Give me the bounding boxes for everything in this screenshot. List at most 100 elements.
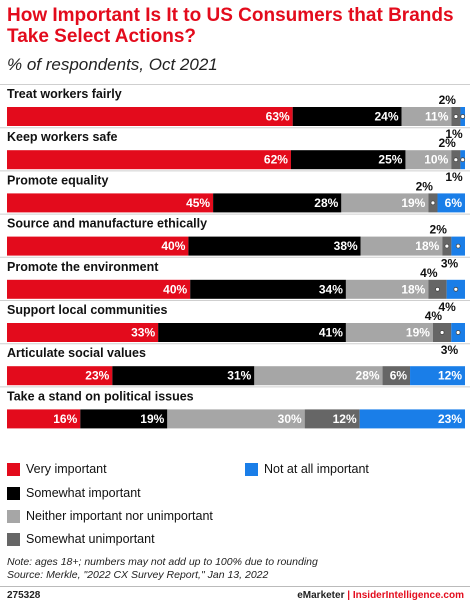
source-line: Source: Merkle, "2022 CX Survey Report,"… <box>7 569 269 581</box>
value-label: 23% <box>438 412 462 426</box>
note-line: Note: ages 18+; numbers may not add up t… <box>7 556 318 568</box>
bar-segment <box>7 193 214 213</box>
bar-segment <box>188 236 361 256</box>
legend-swatch-black <box>7 486 20 500</box>
legend-swatch-dark-gray <box>7 532 20 546</box>
value-label: 19% <box>406 326 430 340</box>
legend-label: Neither important nor unimportant <box>26 509 213 523</box>
value-label: 6% <box>445 196 463 210</box>
value-label: 2% <box>430 223 448 237</box>
legend-item-very-important: Very important <box>7 462 107 476</box>
bar-segment <box>7 323 159 342</box>
category-label: Source and manufacture ethically <box>7 217 207 231</box>
bar-segment <box>80 409 168 429</box>
legend-swatch-blue <box>245 462 258 476</box>
bar-segment <box>7 150 291 170</box>
legend-item-somewhat-important: Somewhat important <box>7 486 141 500</box>
value-label: 2% <box>438 136 456 150</box>
value-label: 2% <box>416 179 434 193</box>
value-label: 62% <box>264 153 288 167</box>
value-label: 1% <box>445 127 463 141</box>
value-label: 18% <box>401 282 425 296</box>
category-label: Take a stand on political issues <box>7 389 194 403</box>
legend-item-not-at-all: Not at all important <box>245 462 369 476</box>
value-label: 6% <box>390 369 408 383</box>
legend-item-somewhat-unimportant: Somewhat unimportant <box>7 532 155 546</box>
value-label: 63% <box>266 110 290 124</box>
chart-note: Note: ages 18+; numbers may not add up t… <box>7 556 318 582</box>
bar-segment <box>112 366 255 386</box>
leader-dot <box>439 330 445 335</box>
legend-label: Very important <box>26 462 107 476</box>
value-label: 4% <box>420 266 438 280</box>
legend-swatch-light-gray <box>7 509 20 523</box>
bar-segment <box>360 236 443 256</box>
bar-segment <box>290 150 406 170</box>
leader-dot <box>435 286 440 292</box>
footer-brand: eMarketer | InsiderIntelligence.com <box>297 590 464 601</box>
bar-segment <box>410 366 465 386</box>
value-label: 16% <box>53 412 77 426</box>
bar-segment <box>254 366 383 386</box>
leader-dot <box>455 243 461 249</box>
bar-segment <box>7 279 191 299</box>
value-label: 24% <box>374 110 398 124</box>
legend-label: Somewhat unimportant <box>26 532 155 546</box>
leader-dot <box>455 330 461 335</box>
value-label: 3% <box>441 257 459 271</box>
value-label: 28% <box>356 369 380 383</box>
leader-dot <box>444 243 450 249</box>
bar-segment <box>213 193 342 213</box>
category-label: Articulate social values <box>7 346 146 360</box>
value-label: 40% <box>161 239 185 253</box>
legend: Very important Somewhat important Neithe… <box>7 462 467 552</box>
leader-dot <box>460 157 466 163</box>
leader-dot <box>453 114 459 119</box>
value-label: 38% <box>334 239 358 253</box>
value-label: 19% <box>140 412 164 426</box>
bar-segment <box>158 323 346 342</box>
leader-dot <box>430 200 436 206</box>
value-label: 4% <box>425 309 443 323</box>
brand-separator: | <box>344 590 353 601</box>
category-label: Promote equality <box>7 173 108 187</box>
brand-insider: InsiderIntelligence.com <box>352 590 464 601</box>
bar-segment <box>382 366 411 386</box>
value-label: 45% <box>186 196 210 210</box>
category-label: Support local communities <box>7 303 167 317</box>
bar-segment <box>7 409 81 429</box>
legend-swatch-red <box>7 462 20 476</box>
value-label: 4% <box>438 300 456 314</box>
bar-segment <box>190 279 346 299</box>
bar-segment <box>345 279 429 299</box>
value-label: 25% <box>378 153 402 167</box>
value-label: 28% <box>314 196 338 210</box>
value-label: 3% <box>441 343 459 357</box>
bar-segment <box>7 366 113 386</box>
leader-dot <box>460 114 466 119</box>
bar-segment <box>292 107 402 126</box>
chart-title: How Important Is It to US Consumers that… <box>7 5 454 47</box>
value-label: 1% <box>445 170 463 184</box>
category-label: Keep workers safe <box>7 130 118 144</box>
category-label: Treat workers fairly <box>7 87 122 101</box>
category-label: Promote the environment <box>7 260 159 274</box>
value-label: 31% <box>227 369 251 383</box>
bar-segment <box>345 323 433 342</box>
value-label: 34% <box>319 282 343 296</box>
value-label: 23% <box>85 369 109 383</box>
legend-label: Somewhat important <box>26 486 141 500</box>
value-label: 19% <box>401 196 425 210</box>
bar-segment <box>405 150 452 170</box>
value-label: 11% <box>425 110 449 124</box>
value-label: 12% <box>438 369 462 383</box>
bar-segment <box>7 107 293 126</box>
chart-subtitle: % of respondents, Oct 2021 <box>7 55 218 74</box>
value-label: 30% <box>278 412 302 426</box>
brand-emarketer: eMarketer <box>297 590 345 601</box>
leader-dot <box>453 157 459 163</box>
bar-segment <box>167 409 305 429</box>
leader-dot <box>453 286 459 292</box>
value-label: 33% <box>131 326 155 340</box>
value-label: 12% <box>333 412 357 426</box>
